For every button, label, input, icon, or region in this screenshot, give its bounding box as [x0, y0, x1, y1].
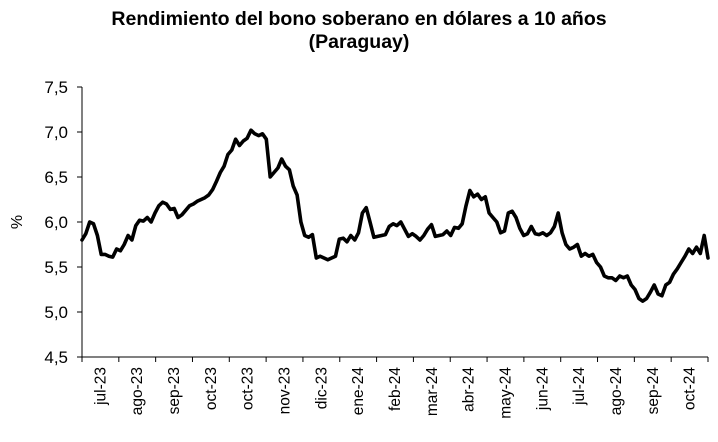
- x-tick-label: ene-24: [350, 367, 367, 416]
- x-tick-label: ago-24: [608, 367, 625, 416]
- x-tick-label: oct-23: [203, 367, 220, 410]
- x-tick-label: mar-24: [424, 367, 441, 416]
- y-tick-label: 7,0: [44, 123, 68, 142]
- y-axis: 4,5 5,0 5,5 6,0 6,5 7,0 7,5: [44, 78, 83, 367]
- x-tick-label: dic-23: [313, 367, 330, 409]
- x-tick-label: sep-24: [645, 367, 662, 415]
- y-tick-label: 6,5: [44, 168, 68, 187]
- x-tick-label: jul-24: [571, 367, 588, 406]
- series-layer: [80, 128, 710, 304]
- x-tick-label: feb-24: [387, 367, 404, 411]
- x-axis: jul-23 ago-23 sep-23 oct-23 oct-23 nov-23 dic-…: [81, 356, 709, 419]
- chart-subtitle: (Paraguay): [308, 31, 410, 53]
- x-tick-label: jul-23: [92, 367, 109, 406]
- y-tick-label: 4,5: [44, 348, 68, 367]
- y-axis-label: %: [9, 215, 26, 229]
- x-tick-label: oct-24: [682, 367, 699, 410]
- chart-title: Rendimiento del bono soberano en dólares…: [0, 8, 718, 54]
- x-tick-label: ago-23: [129, 367, 146, 415]
- x-tick-label: abr-24: [461, 367, 478, 412]
- y-tick-label: 6,0: [44, 213, 68, 232]
- chart-title-main: Rendimiento del bono soberano en dólares…: [111, 8, 607, 30]
- x-tick-label: may-24: [498, 367, 515, 419]
- x-tick-label: nov-23: [277, 367, 294, 414]
- x-tick-label: jun-24: [534, 367, 551, 411]
- y-tick-label: 5,5: [44, 258, 68, 277]
- y-tick-label: 5,0: [44, 303, 68, 322]
- x-tick-label: oct-23: [240, 367, 257, 410]
- x-tick-label: sep-23: [166, 367, 183, 414]
- y-tick-label: 7,5: [44, 78, 68, 97]
- series-line: [80, 128, 710, 304]
